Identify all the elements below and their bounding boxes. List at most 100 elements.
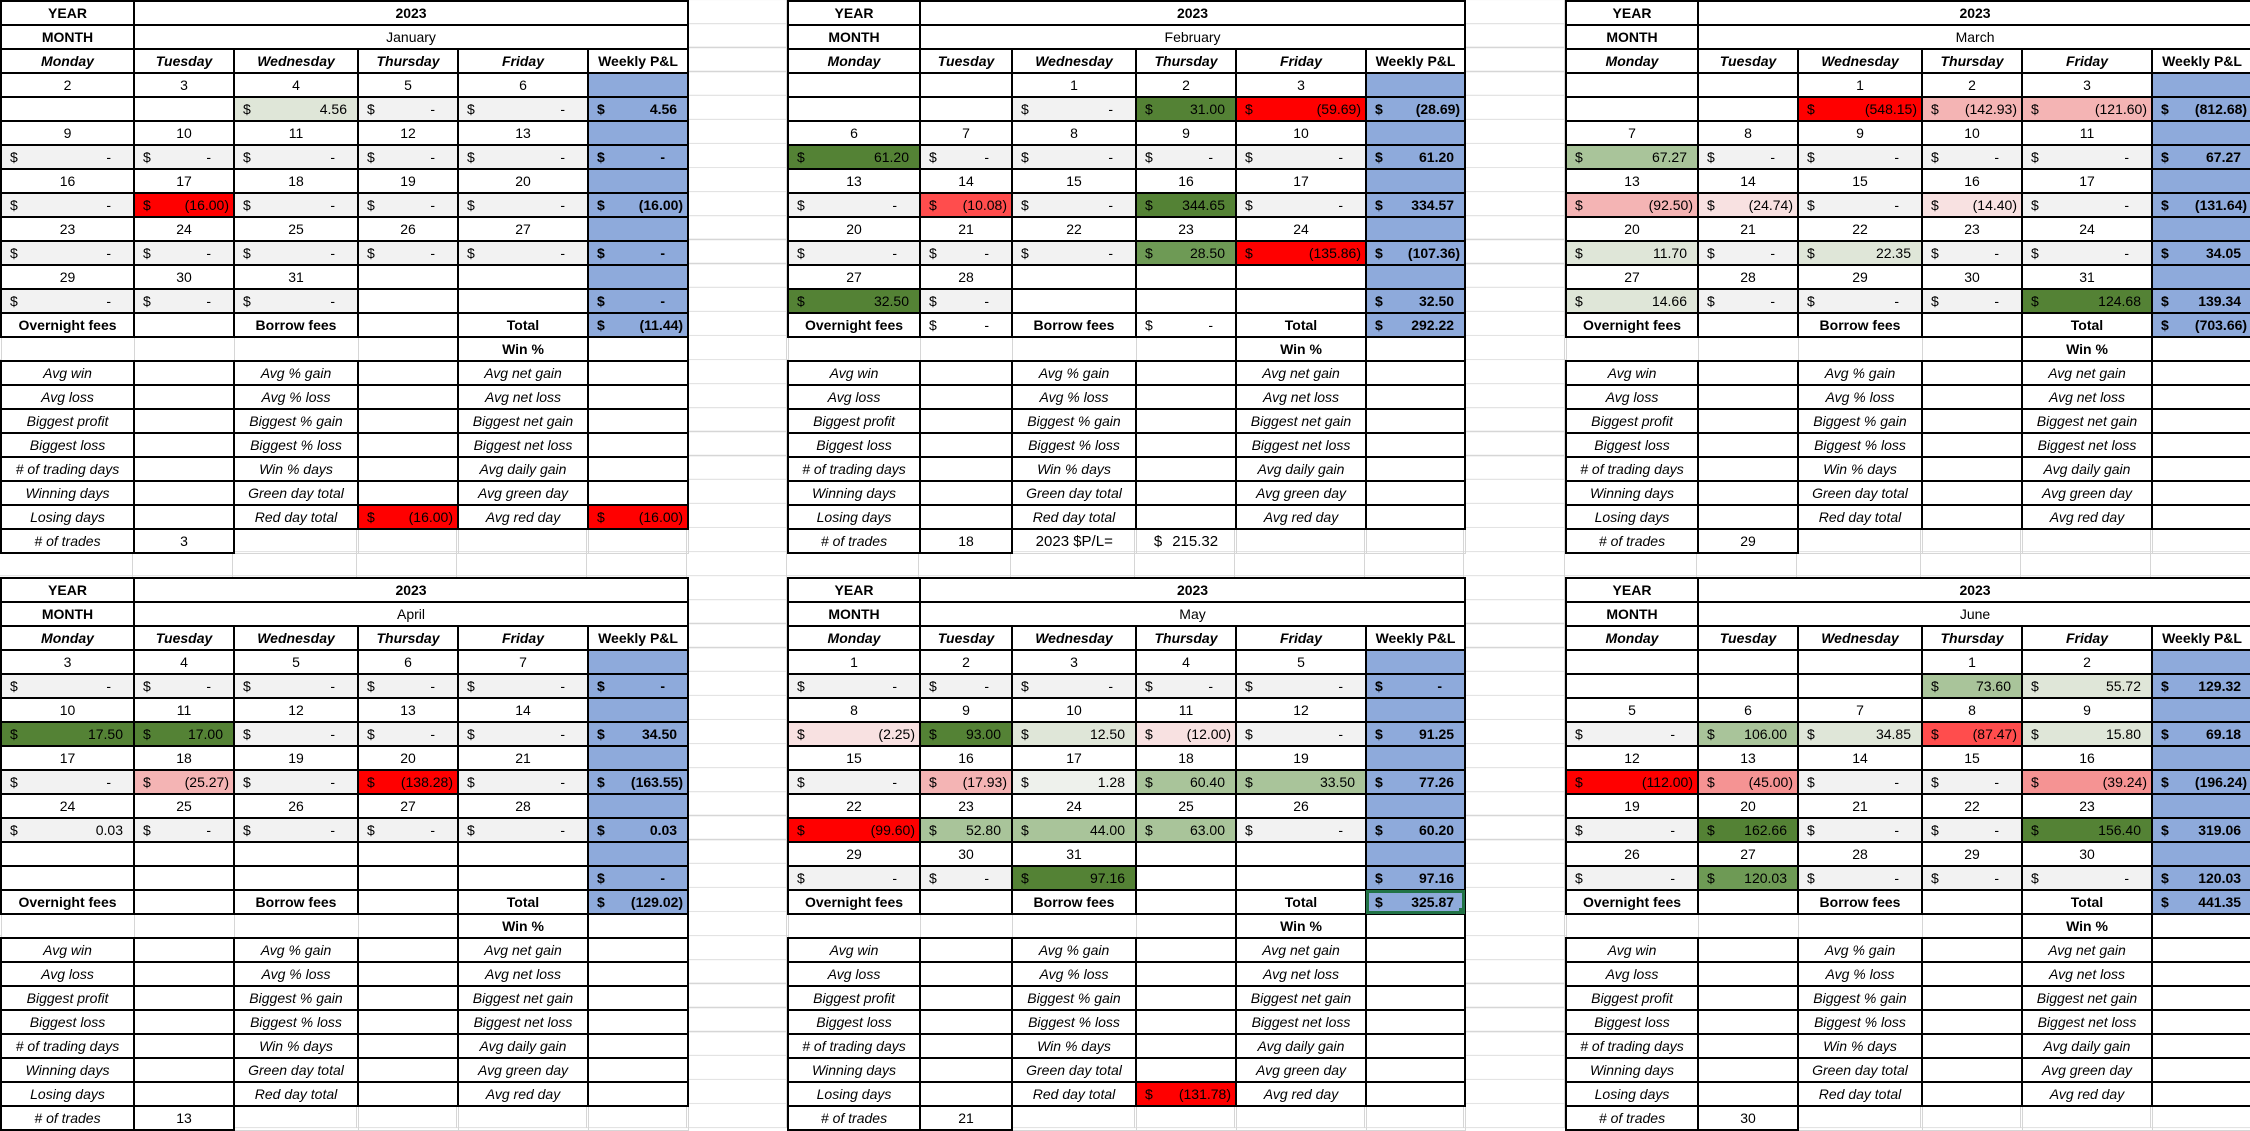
weekly-pl-cell[interactable]: $67.27: [2150, 144, 2250, 170]
daily-pl-cell[interactable]: $ (112.00): [1565, 769, 1699, 795]
weekly-pl-spacer-cell[interactable]: [1364, 72, 1467, 98]
weekly-pl-cell[interactable]: $ -: [586, 673, 690, 699]
weekday-header[interactable]: Friday: [1235, 48, 1367, 74]
weekly-pl-spacer-cell[interactable]: [2150, 216, 2250, 242]
year-pl-label-cell[interactable]: [233, 528, 359, 554]
stat-label-cell[interactable]: Avg green day: [457, 480, 589, 506]
date-cell[interactable]: 20: [1697, 793, 1799, 819]
weekday-header[interactable]: Monday: [1565, 625, 1699, 651]
stat-value-cell[interactable]: [919, 1033, 1013, 1059]
stat-value-cell[interactable]: [919, 985, 1013, 1011]
daily-pl-cell[interactable]: [919, 96, 1013, 122]
stat-label-cell[interactable]: Avg % gain: [1797, 360, 1923, 386]
daily-pl-cell[interactable]: $ -: [1235, 192, 1367, 218]
stat-value-cell[interactable]: [1921, 937, 2023, 963]
weekly-pl-cell[interactable]: $34.50: [586, 721, 690, 747]
stat-value-cell[interactable]: [133, 456, 235, 482]
daily-pl-cell[interactable]: $ -: [919, 288, 1013, 314]
daily-pl-cell[interactable]: $ -: [233, 144, 359, 170]
stat-label-cell[interactable]: # of trading days: [1565, 1033, 1699, 1059]
daily-pl-cell[interactable]: $33.50: [1235, 769, 1367, 795]
borrow-fees-cell[interactable]: [1921, 889, 2023, 915]
daily-pl-cell[interactable]: $ (92.50): [1565, 192, 1699, 218]
stat-label-cell[interactable]: Avg win: [0, 360, 135, 386]
stat-label-cell[interactable]: Avg daily gain: [457, 1033, 589, 1059]
daily-pl-cell[interactable]: $ -: [0, 288, 135, 314]
trades-value-cell[interactable]: 18: [919, 528, 1013, 554]
date-cell[interactable]: 1: [1797, 72, 1923, 98]
weekly-pl-spacer-cell[interactable]: [586, 745, 690, 771]
date-cell[interactable]: [1697, 72, 1799, 98]
stat-label-cell[interactable]: Avg net loss: [457, 384, 589, 410]
date-cell[interactable]: 26: [1565, 841, 1699, 867]
date-cell[interactable]: 23: [1921, 216, 2023, 242]
stat-label-cell[interactable]: Avg net loss: [1235, 961, 1367, 987]
stat-value-cell[interactable]: [1135, 1009, 1237, 1035]
stat-label-cell[interactable]: Green day total: [1797, 1057, 1923, 1083]
daily-pl-cell[interactable]: $ (12.00): [1135, 721, 1237, 747]
stat-value-cell[interactable]: [1697, 480, 1799, 506]
daily-pl-cell[interactable]: $ (16.00): [133, 192, 235, 218]
date-cell[interactable]: 22: [1011, 216, 1137, 242]
stat-label-cell[interactable]: Biggest net gain: [1235, 985, 1367, 1011]
empty-cell[interactable]: [1235, 528, 1367, 554]
stat-value-cell[interactable]: [1135, 408, 1237, 434]
date-cell[interactable]: 16: [2021, 745, 2153, 771]
date-cell[interactable]: 4: [133, 649, 235, 675]
daily-pl-cell[interactable]: $ -: [1797, 192, 1923, 218]
daily-pl-cell[interactable]: $162.66: [1697, 817, 1799, 843]
stat-label-cell[interactable]: Win % days: [1797, 1033, 1923, 1059]
stat-label-cell[interactable]: Avg % gain: [233, 360, 359, 386]
stat-value-cell[interactable]: [2150, 937, 2250, 963]
daily-pl-cell[interactable]: $11.70: [1565, 240, 1699, 266]
overnight-fees-cell[interactable]: [1697, 889, 1799, 915]
weekly-pl-spacer-cell[interactable]: [2150, 697, 2250, 723]
date-cell[interactable]: 12: [233, 697, 359, 723]
stat-value-cell[interactable]: [357, 1057, 459, 1083]
weekly-pl-spacer-cell[interactable]: [1364, 793, 1467, 819]
date-cell[interactable]: 13: [357, 697, 459, 723]
weekly-pl-cell[interactable]: $ (107.36): [1364, 240, 1467, 266]
daily-pl-cell[interactable]: $ -: [1135, 144, 1237, 170]
date-cell[interactable]: 1: [787, 649, 921, 675]
daily-pl-cell[interactable]: $1.28: [1011, 769, 1137, 795]
stat-label-cell[interactable]: Biggest net loss: [1235, 432, 1367, 458]
stat-value-cell[interactable]: [1135, 1033, 1237, 1059]
date-cell[interactable]: 4: [233, 72, 359, 98]
stat-value-cell[interactable]: [357, 937, 459, 963]
daily-pl-cell[interactable]: $ -: [1921, 240, 2023, 266]
weekday-header[interactable]: Friday: [2021, 48, 2153, 74]
daily-pl-cell[interactable]: $106.00: [1697, 721, 1799, 747]
date-cell[interactable]: 2: [0, 72, 135, 98]
weekly-pl-cell[interactable]: $77.26: [1364, 769, 1467, 795]
stat-label-cell[interactable]: Biggest % loss: [233, 1009, 359, 1035]
stat-label-cell[interactable]: Avg red day: [457, 504, 589, 530]
daily-pl-cell[interactable]: $17.00: [133, 721, 235, 747]
stat-value-cell[interactable]: [1921, 504, 2023, 530]
date-cell[interactable]: 27: [457, 216, 589, 242]
daily-pl-cell[interactable]: $ -: [457, 817, 589, 843]
stat-value-cell[interactable]: [357, 1009, 459, 1035]
daily-pl-cell[interactable]: $ -: [0, 144, 135, 170]
daily-pl-cell[interactable]: [133, 96, 235, 122]
daily-pl-cell[interactable]: $ -: [357, 96, 459, 122]
stat-label-cell[interactable]: Green day total: [1797, 480, 1923, 506]
daily-pl-cell[interactable]: $ -: [357, 192, 459, 218]
stat-value-cell[interactable]: [2150, 1033, 2250, 1059]
stat-label-cell[interactable]: Biggest net gain: [1235, 408, 1367, 434]
weekly-pl-cell[interactable]: $319.06: [2150, 817, 2250, 843]
trades-label-cell[interactable]: # of trades: [0, 528, 135, 554]
stat-value-cell[interactable]: [1697, 504, 1799, 530]
stat-label-cell[interactable]: Avg net loss: [457, 961, 589, 987]
stat-value-cell[interactable]: $ (16.00): [586, 504, 690, 530]
empty-cell[interactable]: [1365, 528, 1466, 554]
stat-label-cell[interactable]: Biggest % gain: [1797, 985, 1923, 1011]
stat-label-cell[interactable]: Winning days: [1565, 1057, 1699, 1083]
daily-pl-cell[interactable]: $ -: [787, 240, 921, 266]
weekday-header[interactable]: Tuesday: [133, 625, 235, 651]
date-cell[interactable]: [1697, 649, 1799, 675]
weekly-pl-cell[interactable]: $334.57: [1364, 192, 1467, 218]
daily-pl-cell[interactable]: [0, 865, 135, 891]
stat-value-cell[interactable]: [1364, 937, 1467, 963]
stat-label-cell[interactable]: Biggest net gain: [457, 408, 589, 434]
